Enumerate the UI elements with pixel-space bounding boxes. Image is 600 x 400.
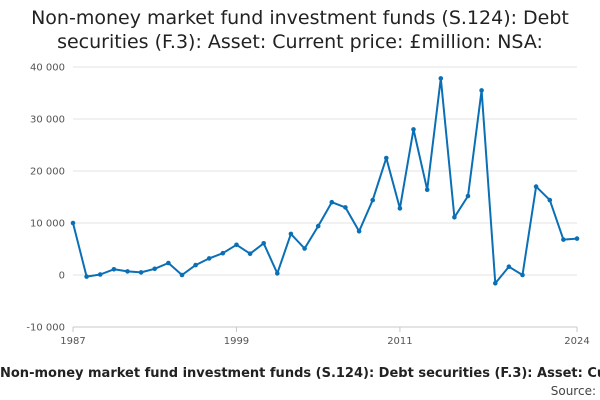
source-label: Source: — [550, 384, 596, 398]
data-point — [261, 241, 267, 246]
data-point — [561, 237, 566, 242]
data-point — [424, 187, 430, 192]
data-point — [356, 229, 362, 234]
y-tick-label: -10 000 — [26, 323, 65, 334]
data-point — [493, 281, 498, 286]
data-point — [288, 231, 294, 237]
data-point — [479, 88, 484, 93]
y-tick-label: 0 — [59, 271, 65, 282]
data-point — [438, 76, 444, 81]
data-point — [547, 197, 553, 203]
data-point — [465, 193, 471, 199]
data-point — [411, 127, 416, 132]
data-point — [152, 266, 157, 272]
data-point — [315, 223, 321, 229]
x-tick-label: 1987 — [60, 336, 85, 347]
data-point — [125, 269, 130, 274]
y-tick-label: 40 000 — [30, 63, 65, 74]
chart-area: -10 000 0 10 000 20 000 30 000 40 000 1987 1999… — [0, 55, 600, 355]
x-tick-label: 1999 — [224, 336, 249, 347]
y-tick-label: 20 000 — [30, 167, 65, 178]
x-tick-label: 2024 — [564, 336, 589, 347]
data-point — [533, 184, 539, 189]
y-tick-label: 10 000 — [30, 219, 65, 230]
data-point — [70, 220, 76, 226]
data-point — [138, 270, 144, 275]
data-point — [111, 267, 117, 272]
grid-lines — [73, 66, 577, 328]
data-point — [247, 251, 253, 256]
data-point — [574, 236, 580, 241]
data-points — [70, 76, 580, 286]
data-point — [520, 272, 525, 278]
series-label: Non-money market fund investment funds (… — [0, 366, 600, 381]
data-point — [179, 272, 185, 278]
data-point — [166, 260, 171, 266]
x-tick-label: 2011 — [387, 336, 412, 347]
data-point — [206, 256, 212, 261]
data-point — [193, 262, 198, 268]
data-point — [452, 215, 457, 220]
data-point — [384, 155, 389, 161]
data-point — [275, 271, 280, 276]
data-point — [370, 197, 376, 203]
series-line — [72, 77, 578, 285]
data-point — [343, 205, 348, 210]
y-tick-label: 30 000 — [30, 115, 65, 126]
axes: -10 000 0 10 000 20 000 30 000 40 000 1987 1999… — [26, 63, 589, 348]
data-point — [302, 246, 307, 251]
series-line-layer — [72, 77, 578, 285]
data-point — [506, 264, 512, 269]
data-point — [84, 274, 89, 279]
data-point — [329, 199, 335, 205]
line-chart: -10 000 0 10 000 20 000 30 000 40 000 1987 1999… — [26, 63, 589, 348]
data-point — [397, 206, 403, 211]
data-point — [234, 242, 239, 248]
data-point — [97, 272, 103, 277]
chart-title: Non-money market fund investment funds (… — [31, 7, 569, 53]
data-point — [220, 250, 226, 256]
